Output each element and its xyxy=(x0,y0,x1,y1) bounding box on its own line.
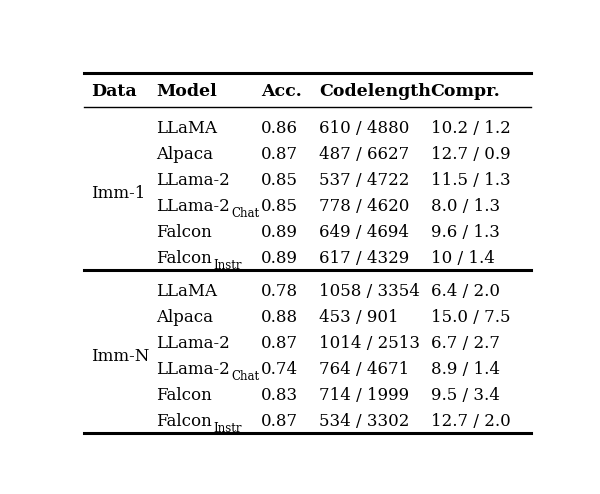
Text: 778 / 4620: 778 / 4620 xyxy=(319,198,409,215)
Text: 617 / 4329: 617 / 4329 xyxy=(319,250,409,267)
Text: 6.4 / 2.0: 6.4 / 2.0 xyxy=(431,283,500,300)
Text: Alpaca: Alpaca xyxy=(157,146,214,163)
Text: Chat: Chat xyxy=(231,370,259,383)
Text: 0.78: 0.78 xyxy=(261,283,298,300)
Text: Acc.: Acc. xyxy=(261,83,302,100)
Text: 0.87: 0.87 xyxy=(261,335,298,352)
Text: 453 / 901: 453 / 901 xyxy=(319,309,399,326)
Text: 649 / 4694: 649 / 4694 xyxy=(319,224,409,241)
Text: 0.89: 0.89 xyxy=(261,250,298,267)
Text: LLama-2: LLama-2 xyxy=(157,361,230,378)
Text: 6.7 / 2.7: 6.7 / 2.7 xyxy=(431,335,500,352)
Text: LLaMA: LLaMA xyxy=(157,283,217,300)
Text: 15.0 / 7.5: 15.0 / 7.5 xyxy=(431,309,510,326)
Text: 9.5 / 3.4: 9.5 / 3.4 xyxy=(431,387,500,404)
Text: Falcon: Falcon xyxy=(157,224,212,241)
Text: 0.85: 0.85 xyxy=(261,198,298,215)
Text: 0.87: 0.87 xyxy=(261,413,298,430)
Text: 12.7 / 0.9: 12.7 / 0.9 xyxy=(431,146,511,163)
Text: 610 / 4880: 610 / 4880 xyxy=(319,120,409,137)
Text: Chat: Chat xyxy=(231,206,259,220)
Text: 764 / 4671: 764 / 4671 xyxy=(319,361,409,378)
Text: 1058 / 3354: 1058 / 3354 xyxy=(319,283,420,300)
Text: 537 / 4722: 537 / 4722 xyxy=(319,172,409,189)
Text: Instr: Instr xyxy=(213,422,242,435)
Text: Instr: Instr xyxy=(213,259,242,272)
Text: 10 / 1.4: 10 / 1.4 xyxy=(431,250,494,267)
Text: Alpaca: Alpaca xyxy=(157,309,214,326)
Text: Imm-N: Imm-N xyxy=(91,348,149,365)
Text: Codelength: Codelength xyxy=(319,83,431,100)
Text: LLama-2: LLama-2 xyxy=(157,335,230,352)
Text: Compr.: Compr. xyxy=(431,83,500,100)
Text: 0.89: 0.89 xyxy=(261,224,298,241)
Text: LLaMA: LLaMA xyxy=(157,120,217,137)
Text: 0.88: 0.88 xyxy=(261,309,298,326)
Text: 1014 / 2513: 1014 / 2513 xyxy=(319,335,420,352)
Text: LLama-2: LLama-2 xyxy=(157,198,230,215)
Text: 12.7 / 2.0: 12.7 / 2.0 xyxy=(431,413,511,430)
Text: 8.9 / 1.4: 8.9 / 1.4 xyxy=(431,361,500,378)
Text: 8.0 / 1.3: 8.0 / 1.3 xyxy=(431,198,500,215)
Text: 714 / 1999: 714 / 1999 xyxy=(319,387,409,404)
Text: 0.87: 0.87 xyxy=(261,146,298,163)
Text: Falcon: Falcon xyxy=(157,250,212,267)
Text: 0.85: 0.85 xyxy=(261,172,298,189)
Text: 534 / 3302: 534 / 3302 xyxy=(319,413,409,430)
Text: Imm-1: Imm-1 xyxy=(91,185,146,202)
Text: 9.6 / 1.3: 9.6 / 1.3 xyxy=(431,224,500,241)
Text: Falcon: Falcon xyxy=(157,387,212,404)
Text: 11.5 / 1.3: 11.5 / 1.3 xyxy=(431,172,511,189)
Text: 0.86: 0.86 xyxy=(261,120,298,137)
Text: Data: Data xyxy=(91,83,137,100)
Text: 487 / 6627: 487 / 6627 xyxy=(319,146,409,163)
Text: 10.2 / 1.2: 10.2 / 1.2 xyxy=(431,120,511,137)
Text: 0.74: 0.74 xyxy=(261,361,298,378)
Text: LLama-2: LLama-2 xyxy=(157,172,230,189)
Text: Falcon: Falcon xyxy=(157,413,212,430)
Text: Model: Model xyxy=(157,83,217,100)
Text: 0.83: 0.83 xyxy=(261,387,298,404)
